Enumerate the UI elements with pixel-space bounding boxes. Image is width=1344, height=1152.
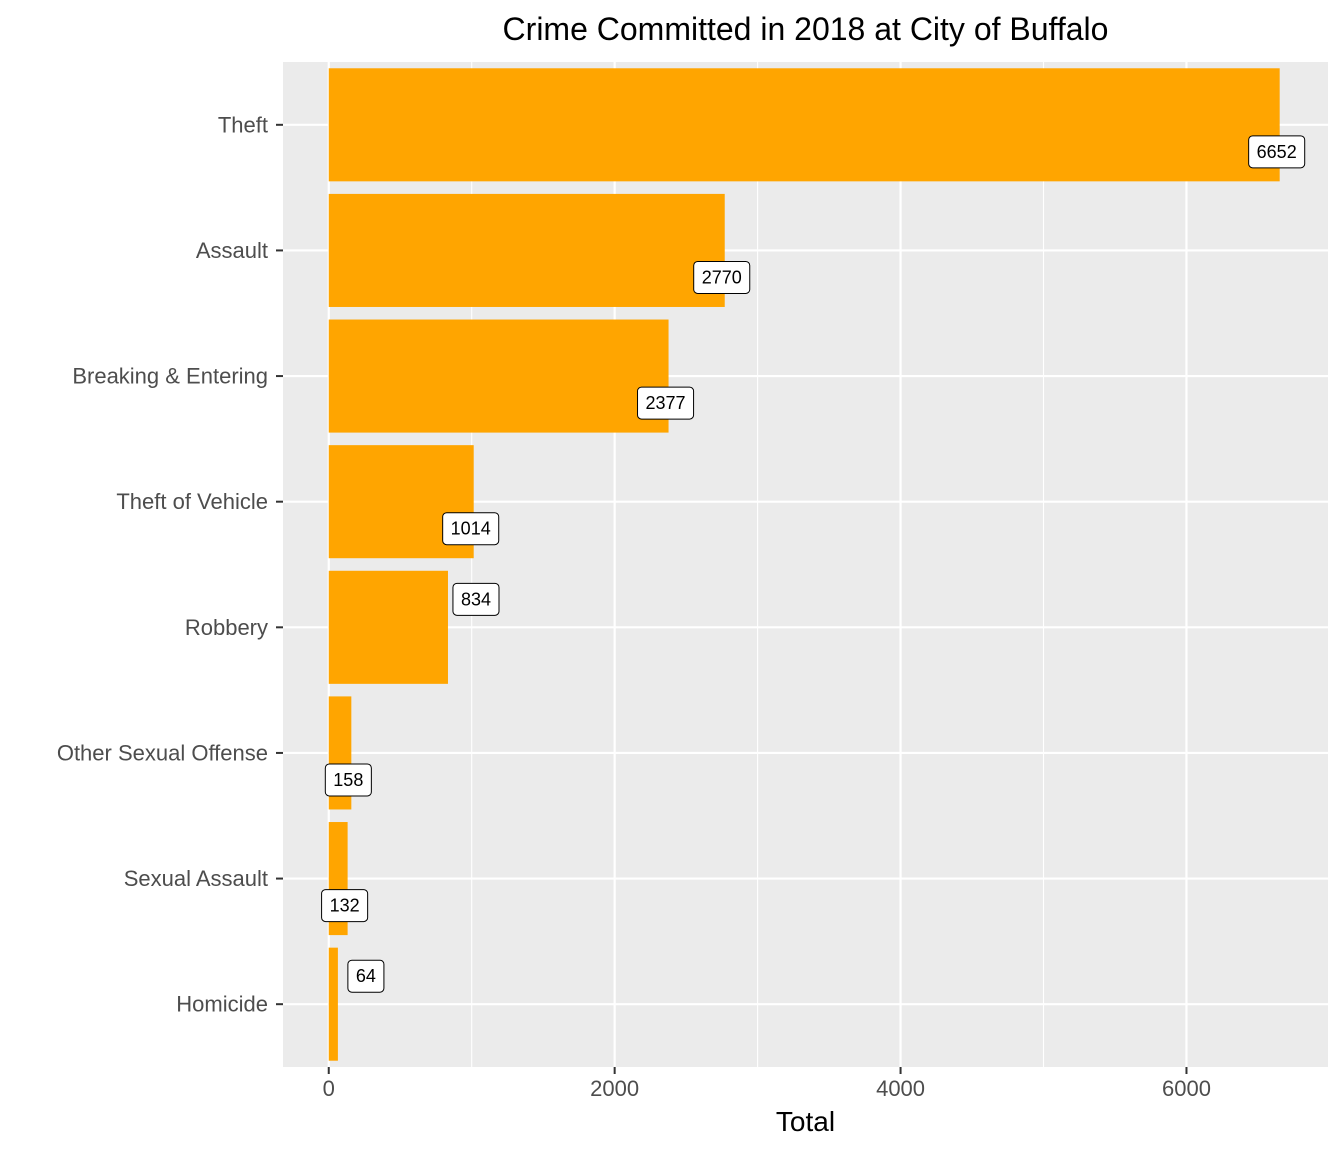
y-tick-label: Robbery	[185, 615, 268, 640]
data-label: 158	[324, 763, 372, 797]
y-tick-label: Homicide	[176, 992, 268, 1017]
y-tick-label: Other Sexual Offense	[57, 740, 268, 765]
bar	[328, 319, 669, 433]
y-axis: Theft Assault Breaking & Entering Theft of …	[57, 112, 283, 1017]
bar	[328, 68, 1280, 182]
svg-text:834: 834	[461, 589, 491, 609]
data-label: 64	[347, 959, 385, 993]
data-label: 2377	[637, 386, 695, 420]
x-tick-label: 2000	[590, 1076, 639, 1101]
svg-text:6652: 6652	[1257, 142, 1297, 162]
bar	[328, 947, 338, 1061]
x-tick-label: 4000	[876, 1076, 925, 1101]
svg-text:132: 132	[330, 896, 360, 916]
data-label: 2770	[693, 260, 751, 294]
data-labels: 6652 2770 2377 1014 834 158 132 64	[321, 135, 1306, 993]
svg-text:158: 158	[333, 770, 363, 790]
y-tick-label: Breaking & Entering	[72, 364, 268, 389]
svg-text:64: 64	[356, 966, 376, 986]
y-tick-label: Theft	[218, 112, 268, 137]
bars	[328, 68, 1280, 1061]
x-tick-label: 6000	[1162, 1076, 1211, 1101]
data-label: 834	[452, 582, 500, 616]
bar	[328, 570, 448, 684]
svg-text:2377: 2377	[646, 393, 686, 413]
y-tick-label: Assault	[196, 238, 268, 263]
data-label: 6652	[1248, 135, 1306, 169]
x-tick-label: 0	[323, 1076, 335, 1101]
y-tick-label: Theft of Vehicle	[116, 489, 268, 514]
svg-text:1014: 1014	[451, 519, 491, 539]
data-label: 1014	[442, 512, 500, 546]
x-axis-title: Total	[776, 1106, 835, 1137]
svg-text:2770: 2770	[702, 267, 742, 287]
data-label: 132	[321, 889, 369, 923]
chart-title: Crime Committed in 2018 at City of Buffa…	[503, 11, 1109, 47]
x-axis: 0 2000 4000 6000	[323, 1067, 1211, 1101]
y-tick-label: Sexual Assault	[124, 866, 268, 891]
bar	[328, 193, 725, 307]
